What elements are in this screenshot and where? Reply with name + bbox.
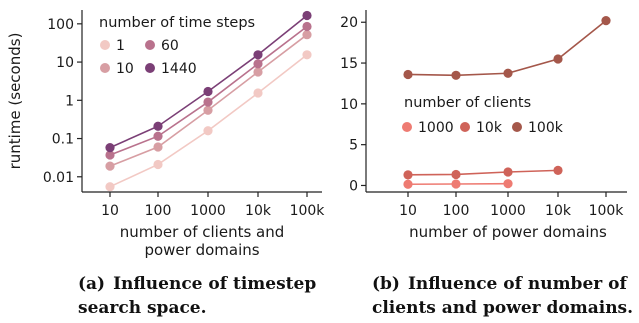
data-point-1440 — [302, 10, 312, 21]
legend-label-b-1000: 1000 — [418, 120, 454, 136]
legend-marker-b-10k — [460, 122, 470, 132]
data-point-10 — [153, 142, 163, 152]
legend-marker-b-100k — [512, 122, 522, 132]
data-point-1000 — [503, 179, 513, 189]
data-point-100k — [601, 16, 611, 26]
x-tick-label: 100k — [290, 203, 326, 219]
legend-label-a-1: 1 — [116, 38, 125, 54]
x-tick-label: 100k — [589, 203, 625, 219]
data-point-100k — [403, 69, 413, 80]
data-point-10 — [203, 105, 213, 115]
data-point-10k — [503, 167, 513, 177]
y-tick-label: 20 — [340, 15, 358, 31]
data-point-1440 — [153, 121, 163, 131]
caption-a-label: (a) — [78, 274, 106, 294]
y-tick-label: 100 — [47, 17, 74, 33]
y-tick-label: 10 — [56, 55, 74, 71]
legend-label-b-10k: 10k — [476, 120, 503, 136]
data-point-10 — [253, 67, 263, 77]
legend-marker-a-60 — [145, 40, 155, 50]
legend-marker-b-1000 — [402, 122, 412, 132]
legend-label-a-1440: 1440 — [161, 61, 197, 77]
data-point-60 — [302, 21, 312, 32]
legend-title-b: number of clients — [404, 95, 531, 111]
caption-a-text: Influence of timestep search space. — [78, 274, 317, 318]
legend-label-a-60: 60 — [161, 38, 179, 54]
data-point-1 — [302, 50, 312, 60]
data-point-10 — [302, 30, 312, 40]
x-tick-label: 100 — [145, 203, 172, 219]
series-line-1 — [109, 54, 308, 188]
data-point-10k — [403, 170, 413, 180]
series-line-100k — [407, 19, 607, 77]
legend-label-b-100k: 100k — [528, 120, 564, 136]
data-point-1440 — [253, 50, 263, 60]
data-point-100k — [451, 70, 461, 80]
caption-b: (b) Influence of number of clients and po… — [372, 272, 634, 320]
y-axis-label-a: runtime (seconds) — [6, 33, 24, 170]
figure: 0.01 0.1 1 10 100 10 100 1000 10k 100k 0 5 10 15 20 10 1… — [6, 10, 627, 259]
data-point-1440 — [203, 86, 213, 97]
data-point-10 — [105, 161, 115, 171]
data-point-60 — [105, 150, 115, 160]
legend-marker-a-1440 — [145, 63, 155, 73]
data-point-1 — [203, 126, 213, 136]
data-point-60 — [153, 131, 163, 141]
series-line-10k — [407, 169, 559, 176]
y-tick-label: 0.01 — [43, 170, 74, 186]
data-point-1 — [153, 159, 163, 170]
x-axis-label-a-line2: power domains — [144, 241, 259, 259]
x-tick-label: 10 — [399, 203, 417, 219]
data-point-100k — [503, 68, 513, 78]
x-tick-label: 1000 — [490, 203, 526, 219]
y-tick-label: 0.1 — [52, 132, 74, 148]
data-point-1000 — [451, 179, 461, 189]
caption-a: (a) Influence of timestep search space. — [78, 272, 340, 320]
x-axis-label-a-line1: number of clients and — [120, 223, 285, 241]
data-point-1440 — [105, 142, 115, 153]
legend-label-a-10: 10 — [116, 61, 134, 77]
data-point-10k — [553, 165, 563, 175]
x-tick-label: 10k — [245, 203, 272, 219]
y-tick-label: 10 — [340, 97, 358, 113]
x-tick-label: 100 — [443, 203, 470, 219]
legend-marker-a-10 — [100, 63, 110, 73]
data-point-10k — [451, 169, 461, 180]
x-axis-label-b: number of power domains — [409, 223, 607, 241]
y-tick-label: 0 — [349, 178, 358, 194]
x-tick-label: 1000 — [190, 203, 226, 219]
y-tick-label: 5 — [349, 138, 358, 154]
x-tick-label: 10 — [101, 203, 119, 219]
y-tick-label: 1 — [65, 93, 74, 109]
legend-marker-a-1 — [100, 40, 110, 50]
data-point-1 — [253, 88, 263, 98]
y-tick-label: 15 — [340, 56, 358, 72]
caption-b-label: (b) — [372, 274, 400, 294]
x-tick-label: 10k — [545, 203, 572, 219]
data-point-60 — [203, 97, 213, 107]
data-point-60 — [253, 59, 263, 69]
caption-b-text: Influence of number of clients and power… — [372, 274, 634, 318]
data-point-1 — [105, 182, 115, 192]
legend-title-a: number of time steps — [99, 15, 255, 31]
data-point-1000 — [403, 179, 413, 189]
data-point-100k — [553, 54, 563, 64]
